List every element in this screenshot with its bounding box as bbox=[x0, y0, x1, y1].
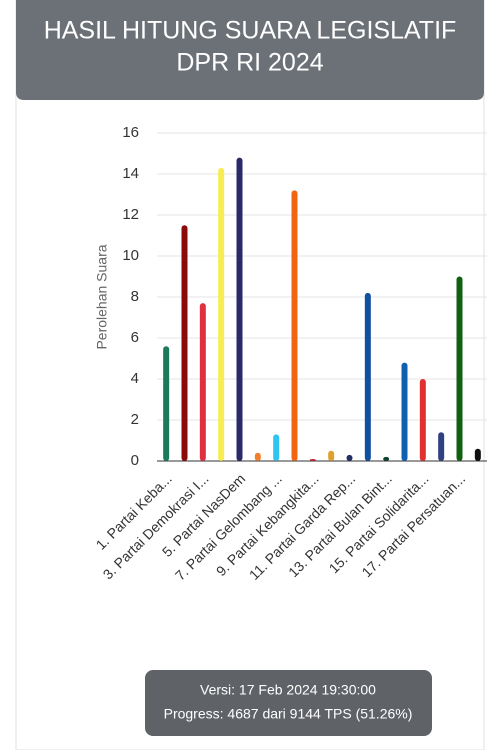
header-title: HASIL HITUNG SUARA LEGISLATIF bbox=[44, 17, 457, 45]
bar bbox=[291, 190, 298, 461]
card bbox=[15, 0, 485, 751]
footer-box bbox=[145, 670, 432, 736]
y-tick-label: 14 bbox=[122, 165, 139, 182]
bar bbox=[163, 346, 170, 461]
bar bbox=[383, 456, 390, 461]
y-tick-label: 8 bbox=[131, 288, 139, 305]
bar bbox=[309, 458, 316, 461]
y-tick-label: 2 bbox=[131, 411, 139, 428]
y-tick-label: 6 bbox=[131, 329, 139, 346]
bar bbox=[254, 452, 261, 461]
y-axis-label: Perolehan Suara bbox=[94, 244, 110, 349]
y-tick-label: 16 bbox=[122, 124, 139, 141]
bar bbox=[364, 292, 371, 461]
bar bbox=[181, 225, 188, 461]
bar bbox=[328, 450, 335, 461]
bar bbox=[273, 434, 280, 461]
footer-progress: Progress: 4687 dari 9144 TPS (51.26%) bbox=[164, 706, 413, 722]
header-banner bbox=[16, 0, 484, 100]
header-title: DPR RI 2024 bbox=[176, 49, 323, 77]
y-tick-label: 4 bbox=[131, 370, 139, 387]
bar bbox=[199, 303, 206, 461]
bar bbox=[474, 448, 481, 461]
bar bbox=[401, 362, 408, 461]
bar bbox=[218, 167, 225, 461]
y-tick-label: 0 bbox=[131, 452, 139, 469]
bar bbox=[236, 157, 243, 461]
y-tick-label: 12 bbox=[122, 206, 139, 223]
y-tick-label: 10 bbox=[122, 247, 139, 264]
bar bbox=[419, 379, 426, 461]
bar bbox=[346, 454, 353, 461]
bar bbox=[438, 432, 445, 461]
footer-version: Versi: 17 Feb 2024 19:30:00 bbox=[200, 682, 376, 698]
bar bbox=[456, 276, 463, 461]
